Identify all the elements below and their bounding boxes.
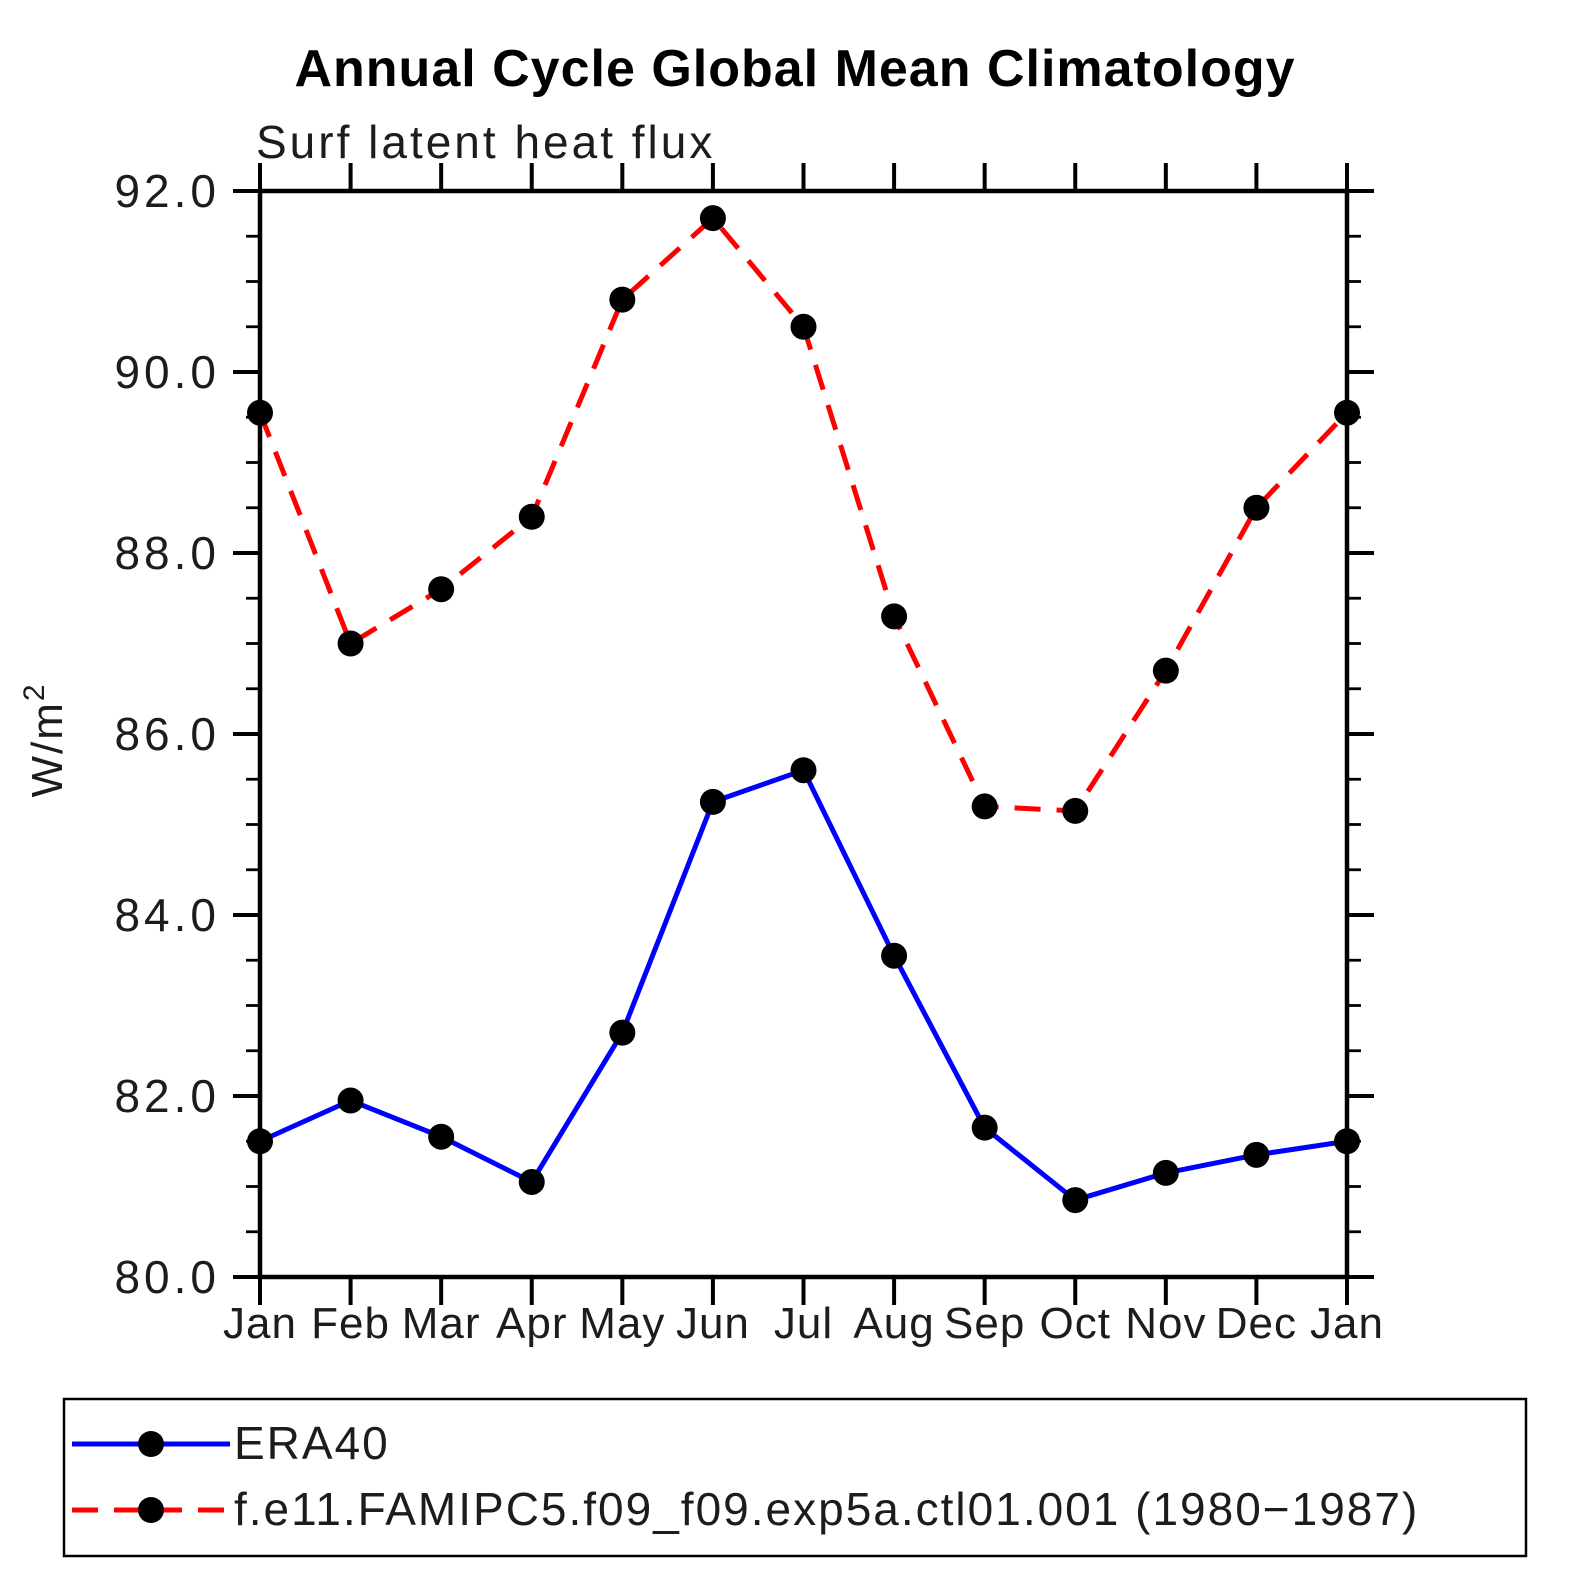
legend-label-era40: ERA40 <box>234 1417 390 1469</box>
data-point-marker <box>1243 1141 1270 1168</box>
y-axis-label: W/m2 <box>18 682 72 797</box>
plot-area: 80.0 82.0 84.0 86.0 88.0 90.0 92.0 Jan Feb Mar Apr… <box>114 163 1384 1348</box>
legend-marker-dot <box>138 1431 164 1457</box>
data-point-marker <box>790 313 817 340</box>
legend-marker-dot <box>138 1497 164 1523</box>
data-point-marker <box>881 603 908 630</box>
data-point-marker <box>609 1019 636 1046</box>
x-tick-label: May <box>579 1299 665 1348</box>
legend-item-model-run: f.e11.FAMIPC5.f09_f09.exp5a.ctl01.001 (1… <box>72 1483 1419 1535</box>
data-point-marker <box>609 286 636 313</box>
series-line-model-run <box>257 215 1349 814</box>
data-point-marker <box>1152 1159 1179 1186</box>
data-point-marker <box>337 1087 364 1114</box>
chart-subtitle: Surf latent heat flux <box>256 116 715 168</box>
data-point-marker <box>790 757 817 784</box>
y-tick-label: 86.0 <box>114 708 220 760</box>
data-point-marker <box>428 576 455 603</box>
x-tick-label: Mar <box>402 1299 481 1348</box>
x-tick-label: Oct <box>1040 1299 1111 1348</box>
data-point-marker <box>699 788 726 815</box>
y-axis-label-main: W/m <box>23 701 72 797</box>
data-point-marker <box>1334 399 1360 426</box>
chart-title: Annual Cycle Global Mean Climatology <box>294 40 1295 98</box>
data-point-marker <box>881 942 908 969</box>
y-tick-label: 90.0 <box>114 346 220 398</box>
x-tick-label: Sep <box>944 1299 1025 1348</box>
legend-box <box>62 1397 1528 1558</box>
legend-label-model-run: f.e11.FAMIPC5.f09_f09.exp5a.ctl01.001 (1… <box>234 1483 1419 1535</box>
x-tick-label: Aug <box>853 1299 934 1348</box>
x-tick-label: Feb <box>311 1299 390 1348</box>
data-point-marker <box>971 793 998 820</box>
data-point-marker <box>518 1168 545 1195</box>
x-tick-label: Apr <box>496 1299 567 1348</box>
data-point-marker <box>1152 657 1179 684</box>
y-tick-label: 88.0 <box>114 527 220 579</box>
x-tick-label: Jan <box>223 1299 297 1348</box>
data-point-marker <box>518 503 545 530</box>
y-tick-label: 82.0 <box>114 1070 220 1122</box>
data-point-marker <box>1062 797 1089 824</box>
data-point-marker <box>337 630 364 657</box>
data-point-marker <box>699 205 726 232</box>
x-tick-label: Jul <box>774 1299 833 1348</box>
x-tick-label: Nov <box>1125 1299 1206 1348</box>
x-tick-label: Jan <box>1310 1299 1384 1348</box>
y-tick-label: 92.0 <box>114 165 220 217</box>
series-line-era40 <box>258 767 1348 1203</box>
data-point-marker <box>247 399 273 426</box>
legend-item-era40: ERA40 <box>72 1417 390 1469</box>
plot-frame <box>257 188 1350 1280</box>
data-point-marker <box>247 1128 273 1155</box>
y-axis-label-superscript: 2 <box>18 682 51 701</box>
data-point-marker <box>1062 1187 1089 1214</box>
y-tick-label: 84.0 <box>114 889 220 941</box>
x-tick-label: Dec <box>1216 1299 1297 1348</box>
data-point-marker <box>1334 1128 1360 1155</box>
data-point-marker <box>1243 494 1270 521</box>
data-point-marker <box>428 1123 455 1150</box>
legend: ERA40 f.e11.FAMIPC5.f09_f09.exp5a.ctl01.… <box>62 1397 1528 1558</box>
y-tick-label: 80.0 <box>114 1251 220 1303</box>
data-point-marker <box>971 1114 998 1141</box>
x-tick-label: Jun <box>676 1299 750 1348</box>
